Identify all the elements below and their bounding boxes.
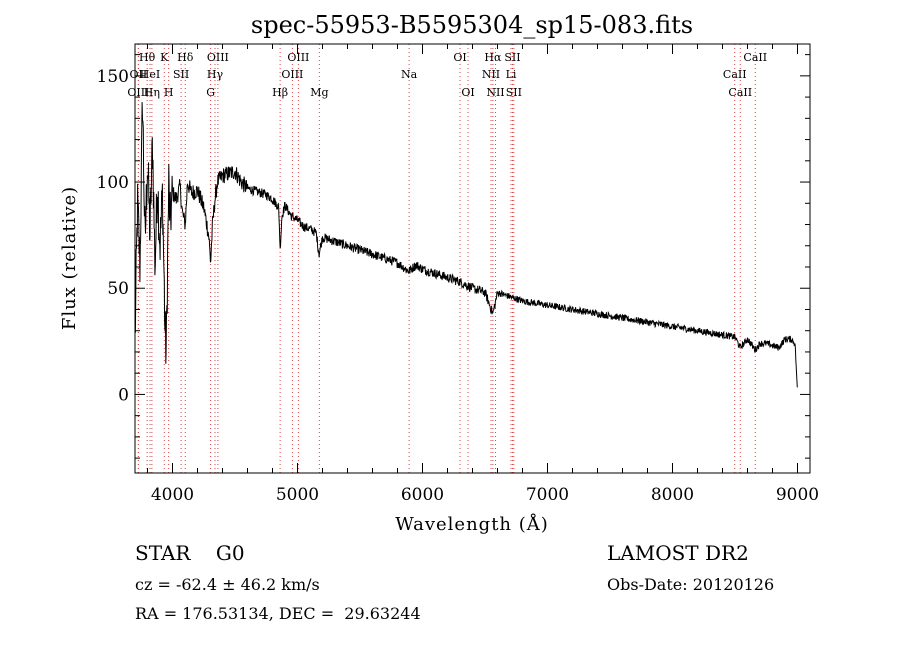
line-markers [137,44,756,473]
y-axis-label: Flux (relative) [59,186,80,330]
line-labels: Hθ OII OIII HeI Hη K SII H Hδ OIII Hγ G OIII OIII Hβ Mg… [127,51,767,99]
line-label: K [160,51,169,64]
x-tick-label: 5000 [276,485,319,505]
chart-title: spec-55953-B5595304_sp15-083.fits [251,11,693,39]
line-label: OI [453,51,466,64]
x-axis-label: Wavelength (Å) [395,513,549,535]
line-label: Hθ [139,51,156,64]
spectrum-series [134,102,798,388]
line-label: OII [130,68,148,81]
x-tick-label: 4000 [151,485,194,505]
axis-ticks: 4000 5000 6000 7000 8000 9000 0 50 100 150 [97,44,819,505]
line-label: HeI [140,68,160,81]
line-label: Hδ [177,51,194,64]
line-label: Na [401,68,418,81]
line-label: Mg [310,86,328,99]
line-label: Hη [144,86,160,99]
survey-name: LAMOST DR2 [607,541,749,565]
line-label: SII [173,68,189,81]
y-tick-label: 100 [97,173,129,193]
line-label: CaII [728,86,752,99]
x-tick-label: 8000 [651,485,694,505]
x-tick-label: 7000 [526,485,569,505]
line-label: CaII [723,68,747,81]
line-label: OIII [207,51,229,64]
line-label: Hβ [272,86,288,99]
line-label: OIII [281,68,303,81]
line-label: Hγ [207,68,224,81]
line-label: Hα [484,51,502,64]
line-label: OIII [127,86,149,99]
y-tick-label: 50 [107,279,129,299]
obs-date-text: Obs-Date: 20120126 [607,575,775,594]
redshift-text: cz = -62.4 ± 46.2 km/s [135,575,320,594]
x-tick-label: 9000 [776,485,819,505]
y-tick-label: 0 [118,385,129,405]
plot-frame [134,43,811,474]
line-label: G [206,86,215,99]
line-label: Li [506,68,517,81]
line-label: NII [482,68,500,81]
coordinates-text: RA = 176.53134, DEC = 29.63244 [135,604,421,623]
object-class: STAR G0 [135,541,245,565]
line-label: H [164,86,174,99]
line-label: SII [504,51,520,64]
spectrum-line [134,102,798,388]
x-tick-label: 6000 [401,485,444,505]
line-label: SII [506,86,522,99]
line-label: CaII [743,51,767,64]
line-label: OI [461,86,474,99]
y-tick-label: 150 [97,67,129,87]
line-label: OIII [287,51,309,64]
line-label: NII [486,86,504,99]
